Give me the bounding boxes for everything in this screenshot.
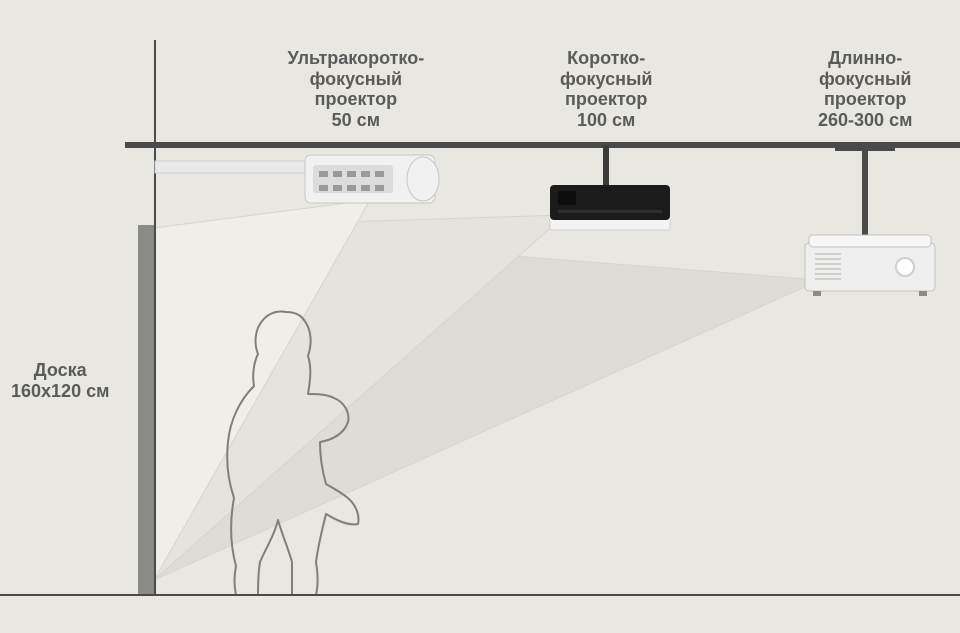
label-ultra-short-throw: Ультракоротко- фокусный проектор 50 см	[288, 48, 425, 131]
diagram-svg	[0, 0, 960, 633]
label-long-throw: Длинно- фокусный проектор 260-300 см	[818, 48, 912, 131]
diagram-stage: Доска 160x120 см Ультракоротко- фокусный…	[0, 0, 960, 633]
label-short-throw: Коротко- фокусный проектор 100 см	[560, 48, 652, 131]
label-board: Доска 160x120 см	[11, 360, 109, 401]
